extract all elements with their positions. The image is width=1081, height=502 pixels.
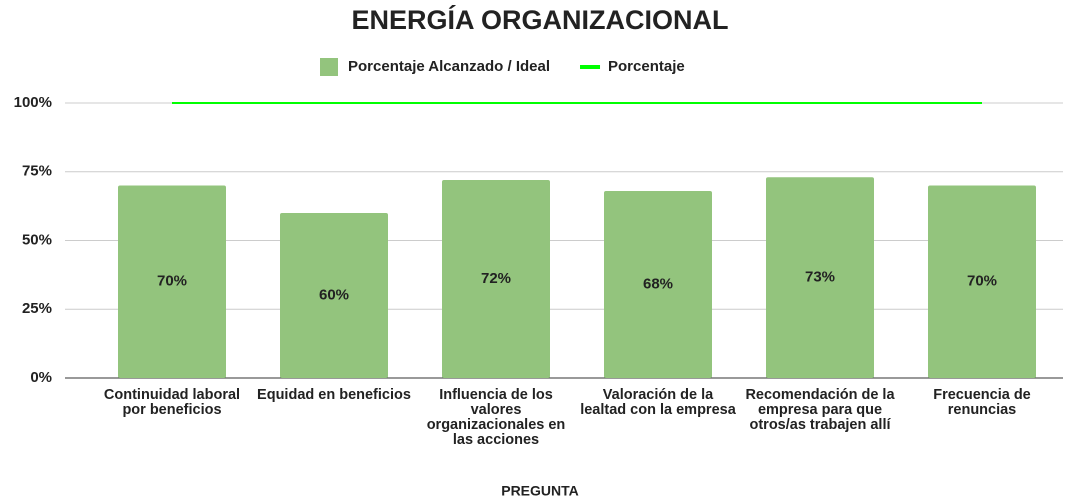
x-tick-label: Frecuencia de renuncias [933, 387, 1031, 418]
bar [280, 213, 388, 378]
bar [604, 191, 712, 378]
bar [442, 180, 550, 378]
data-label: 70% [967, 273, 997, 290]
y-tick-label: 100% [14, 94, 52, 111]
y-tick-label: 25% [22, 300, 52, 317]
data-label: 68% [643, 275, 673, 292]
x-axis-title: PREGUNTA [501, 483, 579, 499]
y-tick-label: 0% [30, 369, 52, 386]
legend-swatch [320, 58, 338, 76]
bar [766, 177, 874, 378]
x-tick-label: Continuidad laboral por beneficios [103, 387, 241, 418]
data-label: 70% [157, 273, 187, 290]
bar [118, 185, 226, 378]
x-tick-label: Valoración de la lealtad con la empresa [580, 387, 736, 418]
legend-label: Porcentaje Alcanzado / Ideal [348, 58, 550, 75]
data-label: 60% [319, 286, 349, 303]
data-label: 72% [481, 270, 511, 287]
x-tick-label: Influencia de los valores organizacional… [426, 387, 566, 448]
x-tick-label: Equidad en beneficios [257, 387, 411, 403]
chart-title: ENERGÍA ORGANIZACIONAL [352, 4, 729, 35]
bar [928, 185, 1036, 378]
y-tick-label: 50% [22, 231, 52, 248]
data-label: 73% [805, 269, 835, 286]
x-tick-label: Recomendación de la empresa para que otr… [745, 387, 895, 433]
y-tick-label: 75% [22, 163, 52, 180]
legend-label: Porcentaje [608, 58, 685, 75]
